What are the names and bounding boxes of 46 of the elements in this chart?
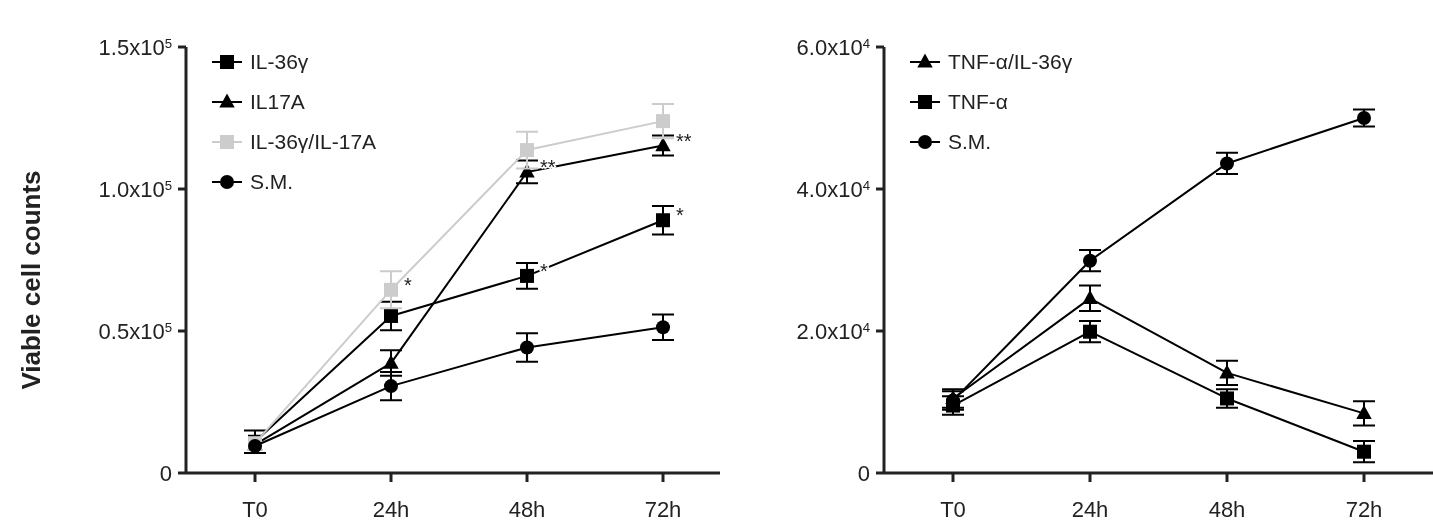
y-tick-label: 6.0x10$^{4}$ (796, 34, 870, 60)
y-tick-label: 1.0x10$^{5}$ (98, 176, 172, 202)
x-tick-label: 24h (372, 497, 410, 522)
y-tick-label: 0.5x10$^{5}$ (98, 318, 172, 344)
legend-label: IL-36γ/IL-17A (250, 130, 377, 154)
point (1357, 444, 1371, 459)
point (520, 143, 534, 158)
point (1083, 324, 1097, 339)
point (1219, 364, 1235, 379)
point (1357, 111, 1371, 125)
legend-label: S.M. (948, 130, 992, 154)
x-tick-label: T0 (242, 497, 268, 522)
x-tick-label: 72h (644, 497, 682, 522)
legend-label: IL17A (250, 90, 305, 114)
y-tick-label: 0 (159, 460, 172, 486)
x-tick-label: 48h (508, 497, 546, 522)
point (384, 379, 398, 394)
legend-label: S.M. (250, 170, 294, 194)
point (520, 340, 534, 355)
point (383, 354, 399, 369)
point (520, 268, 534, 283)
x-tick-label: T0 (940, 497, 966, 522)
x-tick-label: 48h (1208, 497, 1246, 522)
y-axis-title: Viable cell counts (16, 170, 46, 390)
y-tick-label: 1.5x10$^{5}$ (98, 34, 172, 60)
point (1220, 391, 1234, 406)
point (656, 320, 670, 335)
annotation: ** (540, 155, 556, 178)
y-tick-label: 0 (857, 460, 870, 486)
point (384, 308, 398, 323)
y-tick-label: 2.0x10$^{4}$ (796, 318, 870, 344)
legend-label: TNF-α/IL-36γ (948, 50, 1073, 74)
legend-label: IL-36γ (250, 50, 309, 74)
y-tick-label: 4.0x10$^{4}$ (796, 176, 870, 202)
annotation: ** (676, 129, 692, 152)
point (1220, 156, 1234, 171)
x-tick-label: 72h (1345, 497, 1383, 522)
annotation: * (676, 204, 684, 227)
legend-label: TNF-α (948, 90, 1008, 114)
point (1083, 253, 1097, 268)
point (656, 213, 670, 228)
annotation: * (404, 273, 412, 296)
point (384, 282, 398, 297)
x-tick-label: 24h (1071, 497, 1109, 522)
point (656, 114, 670, 129)
point (655, 137, 671, 152)
